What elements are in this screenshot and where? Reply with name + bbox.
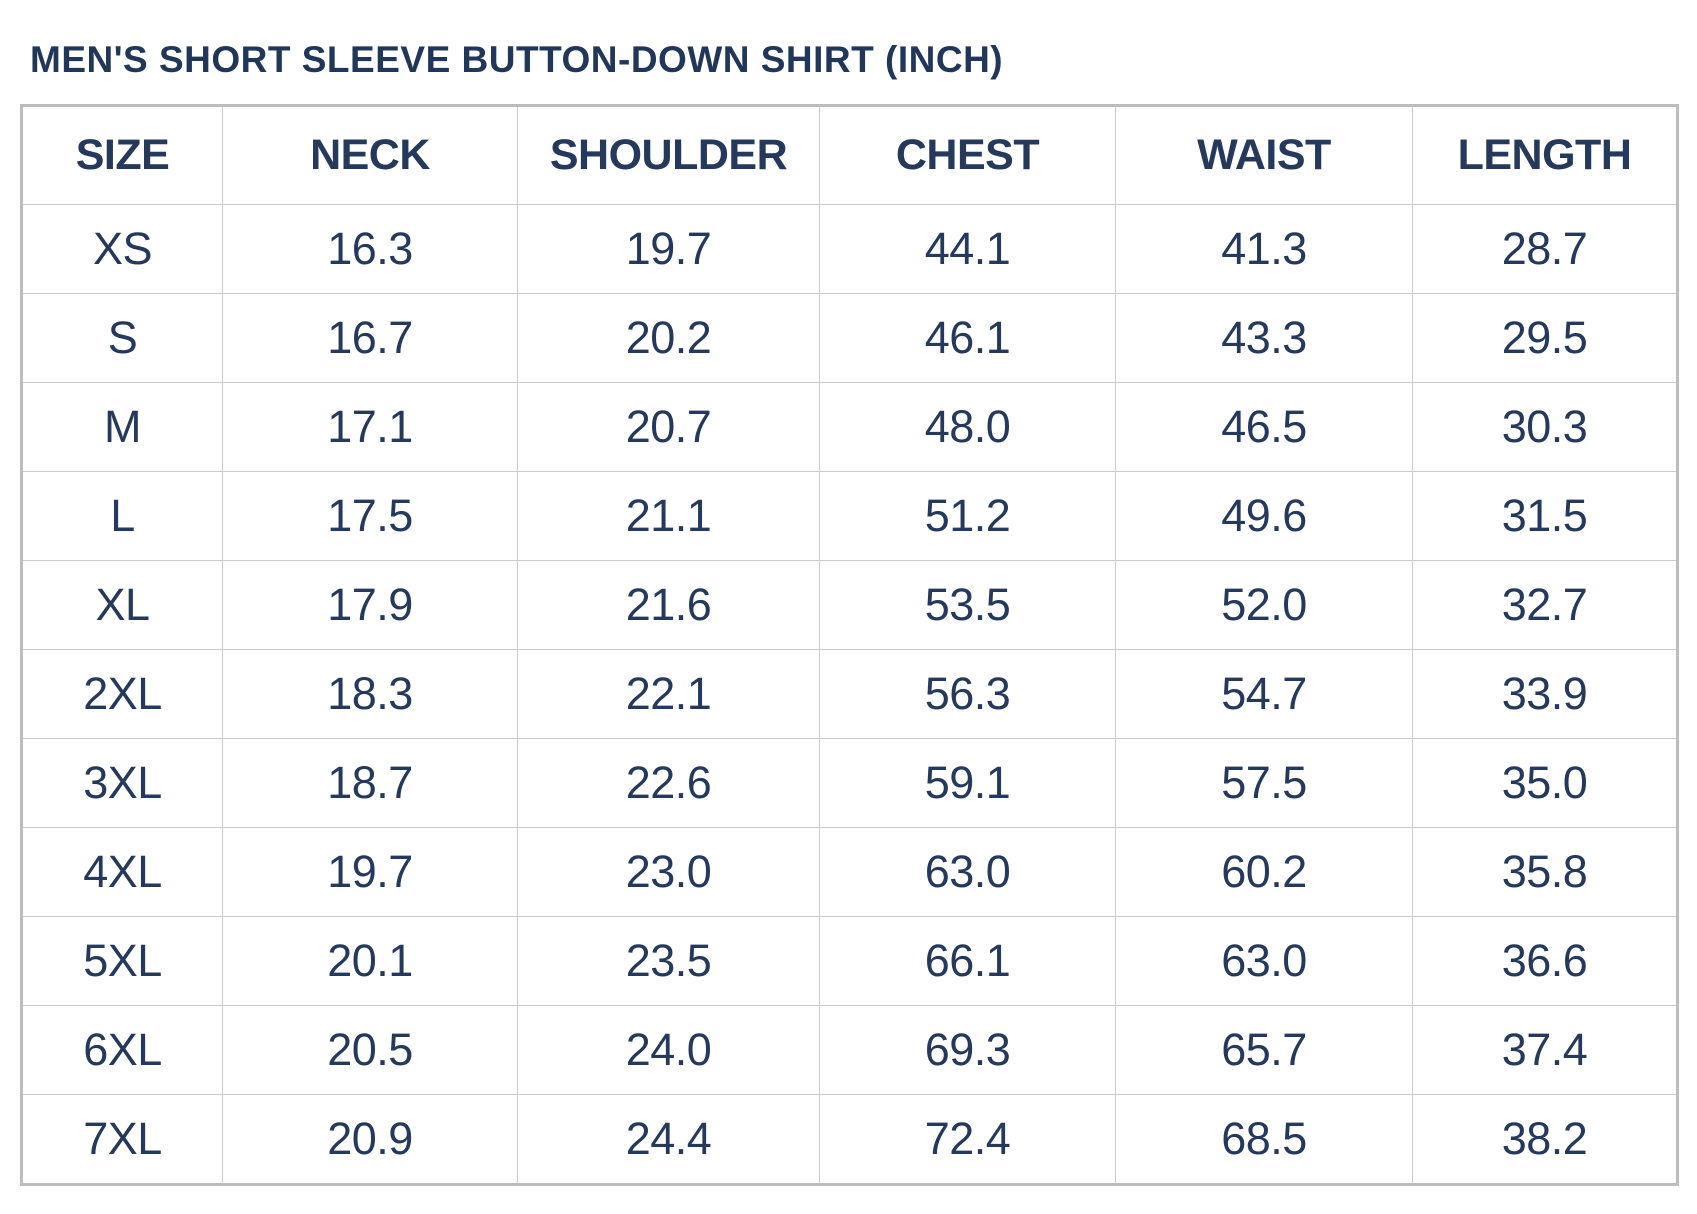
waist-cell: 49.6 [1115, 470, 1413, 561]
table-row: 2XL 18.3 22.1 56.3 54.7 33.9 [21, 648, 1678, 739]
chest-cell: 72.4 [819, 1093, 1116, 1185]
waist-cell: 54.7 [1115, 648, 1413, 739]
shoulder-cell: 20.7 [517, 381, 820, 472]
neck-cell: 17.5 [222, 470, 518, 561]
length-cell: 30.3 [1412, 381, 1678, 472]
size-cell: L [21, 470, 223, 561]
size-chart-table: SIZE NECK SHOULDER CHEST WAIST LENGTH XS 16.3 1… [20, 103, 1679, 1186]
page-title: MEN'S SHORT SLEEVE BUTTON-DOWN SHIRT (IN… [30, 39, 1004, 80]
shoulder-cell: 21.6 [517, 559, 820, 650]
chest-cell: 56.3 [819, 648, 1116, 739]
chest-cell: 63.0 [819, 826, 1116, 917]
column-header-chest: CHEST [819, 104, 1116, 205]
size-cell: 5XL [21, 915, 223, 1006]
shoulder-cell: 22.6 [517, 737, 820, 828]
length-cell: 32.7 [1412, 559, 1678, 650]
table-row: 5XL 20.1 23.5 66.1 63.0 36.6 [21, 915, 1678, 1006]
header-row: SIZE NECK SHOULDER CHEST WAIST LENGTH [21, 104, 1678, 205]
length-cell: 38.2 [1412, 1093, 1678, 1185]
shoulder-cell: 21.1 [517, 470, 820, 561]
table-row: 6XL 20.5 24.0 69.3 65.7 37.4 [21, 1004, 1678, 1095]
size-cell: M [21, 381, 223, 472]
size-cell: S [21, 292, 223, 383]
size-cell: XL [21, 559, 223, 650]
waist-cell: 52.0 [1115, 559, 1413, 650]
waist-cell: 43.3 [1115, 292, 1413, 383]
size-cell: XS [21, 203, 223, 294]
waist-cell: 41.3 [1115, 203, 1413, 294]
size-cell: 7XL [21, 1093, 223, 1185]
table-row: 4XL 19.7 23.0 63.0 60.2 35.8 [21, 826, 1678, 917]
waist-cell: 60.2 [1115, 826, 1413, 917]
waist-cell: 46.5 [1115, 381, 1413, 472]
table-row: M 17.1 20.7 48.0 46.5 30.3 [21, 381, 1678, 472]
table-row: XL 17.9 21.6 53.5 52.0 32.7 [21, 559, 1678, 650]
neck-cell: 18.7 [222, 737, 518, 828]
length-cell: 35.8 [1412, 826, 1678, 917]
size-cell: 2XL [21, 648, 223, 739]
column-header-length: LENGTH [1412, 104, 1678, 205]
shoulder-cell: 20.2 [517, 292, 820, 383]
table-row: 7XL 20.9 24.4 72.4 68.5 38.2 [21, 1093, 1678, 1185]
shoulder-cell: 24.0 [517, 1004, 820, 1095]
table-row: L 17.5 21.1 51.2 49.6 31.5 [21, 470, 1678, 561]
size-cell: 6XL [21, 1004, 223, 1095]
shoulder-cell: 19.7 [517, 203, 820, 294]
table-row: 3XL 18.7 22.6 59.1 57.5 35.0 [21, 737, 1678, 828]
table-row: XS 16.3 19.7 44.1 41.3 28.7 [21, 203, 1678, 294]
column-header-neck: NECK [222, 104, 518, 205]
column-header-size: SIZE [21, 104, 223, 205]
shoulder-cell: 24.4 [517, 1093, 820, 1185]
size-chart-page: MEN'S SHORT SLEEVE BUTTON-DOWN SHIRT (IN… [20, 39, 1679, 1186]
chest-cell: 51.2 [819, 470, 1116, 561]
neck-cell: 17.9 [222, 559, 518, 650]
table-row: S 16.7 20.2 46.1 43.3 29.5 [21, 292, 1678, 383]
waist-cell: 57.5 [1115, 737, 1413, 828]
neck-cell: 17.1 [222, 381, 518, 472]
chest-cell: 44.1 [819, 203, 1116, 294]
waist-cell: 68.5 [1115, 1093, 1413, 1185]
length-cell: 28.7 [1412, 203, 1678, 294]
length-cell: 35.0 [1412, 737, 1678, 828]
length-cell: 36.6 [1412, 915, 1678, 1006]
column-header-shoulder: SHOULDER [517, 104, 820, 205]
size-cell: 3XL [21, 737, 223, 828]
shoulder-cell: 23.5 [517, 915, 820, 1006]
shoulder-cell: 23.0 [517, 826, 820, 917]
length-cell: 29.5 [1412, 292, 1678, 383]
table-body: XS 16.3 19.7 44.1 41.3 28.7 S 16.7 20.2 46.1 43.3 2… [21, 203, 1678, 1185]
neck-cell: 18.3 [222, 648, 518, 739]
waist-cell: 65.7 [1115, 1004, 1413, 1095]
length-cell: 33.9 [1412, 648, 1678, 739]
neck-cell: 16.7 [222, 292, 518, 383]
column-header-waist: WAIST [1115, 104, 1413, 205]
size-cell: 4XL [21, 826, 223, 917]
neck-cell: 16.3 [222, 203, 518, 294]
chest-cell: 48.0 [819, 381, 1116, 472]
chest-cell: 53.5 [819, 559, 1116, 650]
waist-cell: 63.0 [1115, 915, 1413, 1006]
neck-cell: 20.9 [222, 1093, 518, 1185]
length-cell: 37.4 [1412, 1004, 1678, 1095]
chest-cell: 69.3 [819, 1004, 1116, 1095]
chest-cell: 66.1 [819, 915, 1116, 1006]
neck-cell: 19.7 [222, 826, 518, 917]
neck-cell: 20.5 [222, 1004, 518, 1095]
length-cell: 31.5 [1412, 470, 1678, 561]
chest-cell: 46.1 [819, 292, 1116, 383]
chest-cell: 59.1 [819, 737, 1116, 828]
neck-cell: 20.1 [222, 915, 518, 1006]
shoulder-cell: 22.1 [517, 648, 820, 739]
